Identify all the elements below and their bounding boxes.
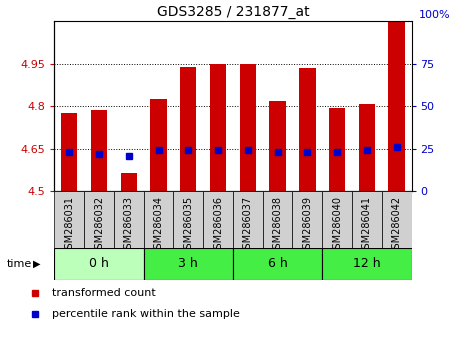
Bar	[382, 191, 412, 248]
Text: 100%: 100%	[419, 10, 450, 21]
Text: GSM286038: GSM286038	[272, 196, 282, 255]
Text: GSM286031: GSM286031	[64, 196, 74, 255]
Text: GSM286037: GSM286037	[243, 196, 253, 255]
Bar	[84, 191, 114, 248]
Bar	[180, 67, 196, 191]
Bar	[150, 99, 167, 191]
Bar	[91, 110, 107, 191]
Bar	[263, 191, 292, 248]
Text: GSM286042: GSM286042	[392, 196, 402, 255]
Bar	[174, 191, 203, 248]
Text: ▶: ▶	[33, 259, 41, 269]
Text: percentile rank within the sample: percentile rank within the sample	[52, 309, 239, 319]
Text: time: time	[7, 259, 32, 269]
Bar	[121, 173, 137, 191]
Text: transformed count: transformed count	[52, 289, 156, 298]
Text: GSM286035: GSM286035	[184, 196, 193, 255]
Bar	[292, 191, 322, 248]
Title: GDS3285 / 231877_at: GDS3285 / 231877_at	[157, 5, 309, 19]
Bar	[54, 248, 144, 280]
Bar	[329, 108, 345, 191]
Bar	[233, 191, 263, 248]
Bar	[114, 191, 144, 248]
Text: GSM286032: GSM286032	[94, 196, 104, 255]
Bar	[240, 64, 256, 191]
Text: GSM286034: GSM286034	[154, 196, 164, 255]
Text: GSM286039: GSM286039	[302, 196, 312, 255]
Bar	[144, 248, 233, 280]
Text: 6 h: 6 h	[268, 257, 288, 270]
Text: GSM286033: GSM286033	[124, 196, 134, 255]
Text: GSM286041: GSM286041	[362, 196, 372, 255]
Bar	[388, 21, 405, 191]
Bar	[322, 191, 352, 248]
Bar	[233, 248, 322, 280]
Text: 0 h: 0 h	[89, 257, 109, 270]
Bar	[61, 113, 78, 191]
Bar	[210, 64, 226, 191]
Bar	[299, 68, 315, 191]
Bar	[54, 191, 84, 248]
Bar	[270, 101, 286, 191]
Bar	[203, 191, 233, 248]
Text: 3 h: 3 h	[178, 257, 198, 270]
Text: GSM286036: GSM286036	[213, 196, 223, 255]
Bar	[322, 248, 412, 280]
Bar	[144, 191, 174, 248]
Bar	[352, 191, 382, 248]
Bar	[359, 104, 375, 191]
Text: GSM286040: GSM286040	[332, 196, 342, 255]
Text: 12 h: 12 h	[353, 257, 381, 270]
